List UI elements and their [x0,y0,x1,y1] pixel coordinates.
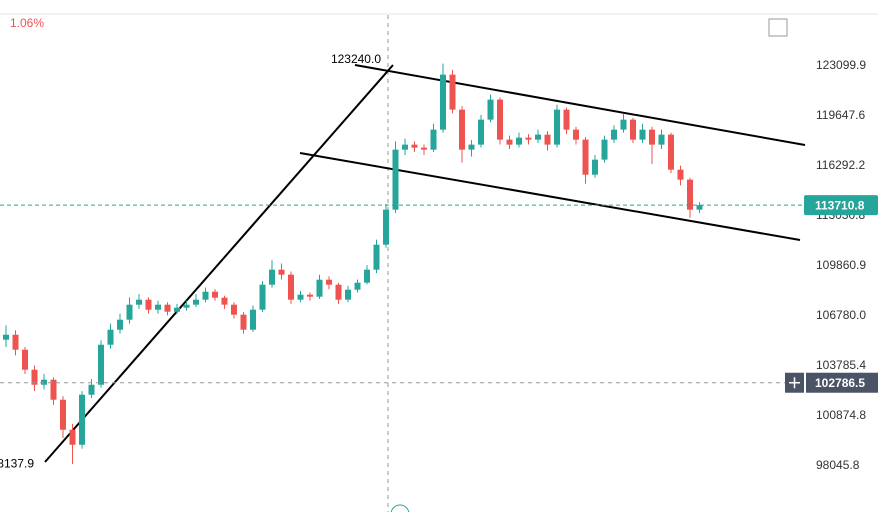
high-annotation: 123240.0 [331,52,381,66]
candle-body [174,307,180,312]
candle-body [155,304,161,310]
candle-body [231,304,237,315]
candle-body [278,269,285,275]
y-tick-label: 116292.2 [816,158,865,172]
candle-body [269,269,275,285]
candle-body [126,304,133,320]
candle-body [259,284,266,310]
candle-body [383,209,389,245]
candle-body [212,291,218,298]
candle-body [554,109,560,145]
y-tick-label: 123099.9 [816,58,866,72]
price-badge-label: 113710.8 [815,198,865,212]
candle-body [677,169,684,180]
candle-body [601,139,608,160]
candle-body [487,99,494,120]
candle-body [297,294,304,300]
candle-body [373,244,380,270]
candle-body [544,134,551,145]
candle-body [88,384,95,395]
candle-body [525,137,532,140]
crosshair-badge [806,372,878,393]
candle-body [98,344,104,385]
channel-upper [354,64,806,146]
candle-body [573,129,579,140]
header-change: 1.06% [10,16,44,30]
candle-body [582,139,589,175]
candle-body [240,314,247,330]
candle-body [611,129,617,140]
candle-body [430,129,437,150]
candle-body [22,349,28,370]
candle-body [107,329,114,345]
candle-body [335,284,342,300]
candle-body [402,144,408,150]
candle-body [630,119,636,140]
y-tick-label: 100874.8 [816,408,866,422]
candle-body [516,137,522,145]
candle-body [31,369,38,385]
candle-body [696,205,703,210]
candle-body [345,289,351,300]
candle-body [392,149,399,210]
channel-lower [299,152,801,241]
candle-body [440,74,446,130]
candle-body [620,119,627,130]
candle-body [288,274,294,300]
candle-body [136,299,142,305]
y-tick-label: 103785.4 [816,358,866,372]
candle-body [50,379,57,400]
candle-body [250,309,256,330]
candle-body [326,279,332,285]
fullscreen-icon[interactable] [768,18,788,37]
candle-body [193,299,199,305]
candle-body [60,399,66,430]
candle-body [12,334,19,350]
candle-body [478,119,484,145]
y-tick-label: 98045.8 [816,458,860,472]
candle-body [563,109,570,130]
price-badge [804,195,878,216]
candle-body [364,269,370,283]
candle-body [145,299,152,310]
candle-body [535,134,541,140]
candle-body [354,282,361,290]
candle-body [316,279,323,297]
candle-body [411,144,418,148]
candle-body [421,147,427,150]
candle-body [649,129,655,145]
candle-body [687,179,693,210]
y-tick-label: 106780.0 [816,308,866,322]
candle-body [221,297,228,305]
y-tick-label: 119647.6 [816,108,865,122]
candle-body [449,74,456,110]
candle-body [79,394,85,445]
candle-body [307,294,313,297]
candle-body [639,129,646,140]
y-tick-label: 109860.9 [816,258,866,272]
candle-body [668,134,674,170]
candle-body [183,304,190,308]
candle-body [117,319,123,330]
candle-body [506,139,513,145]
candle-body [658,134,665,145]
candle-body [164,304,171,312]
crosshair-add-icon [789,377,800,389]
candle-body [468,144,475,150]
candle-body [459,109,465,150]
trend-line [44,64,394,463]
candle-body [69,429,76,445]
candle-body [497,99,503,140]
candle-body [41,379,47,385]
candle-body [3,334,9,340]
fullscreen-button[interactable] [768,18,788,37]
low-annotation: 98137.9 [0,456,34,470]
candle-body [202,291,209,300]
candle-body [592,159,598,175]
crosshair-badge-label: 102786.5 [815,376,865,390]
